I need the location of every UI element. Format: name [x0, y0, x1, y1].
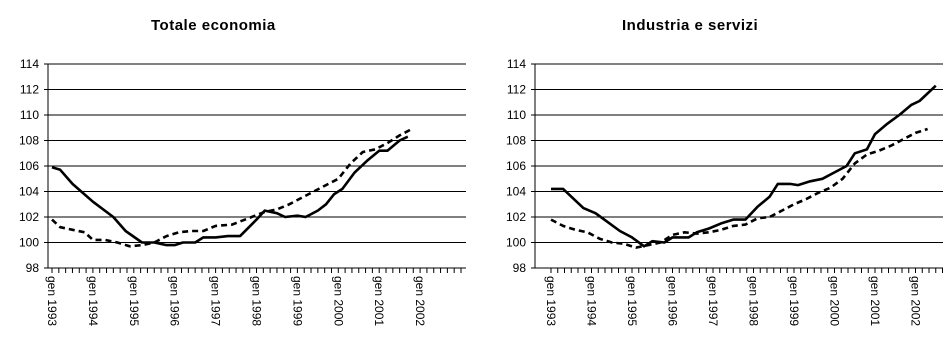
- x-tick-label: gen 1997: [706, 276, 720, 326]
- x-tick-label: gen 1996: [168, 276, 182, 326]
- x-tick-label: gen 2001: [372, 276, 386, 326]
- y-tick-label: 104: [19, 185, 39, 199]
- chart-title: Totale economia: [151, 17, 276, 34]
- chart-industria-e-servizi: Industria e servizi 98 100 102 104 106 108 110…: [472, 0, 943, 346]
- y-tick-label: 112: [20, 83, 39, 97]
- y-tick-label: 98: [513, 261, 527, 275]
- y-tick-label: 98: [26, 261, 40, 275]
- chart-plot: 98 100 102 104 106 108 110 112 114 gen 1993 gen 19…: [506, 57, 943, 326]
- y-tick-label: 114: [20, 57, 39, 71]
- x-tick-label: gen 1995: [625, 276, 639, 326]
- y-tick-label: 104: [506, 185, 526, 199]
- x-tick-label: gen 1999: [787, 276, 801, 326]
- x-tick-label: gen 2000: [828, 276, 842, 326]
- x-tick-label: gen 1998: [250, 276, 264, 326]
- chart-title: Industria e servizi: [622, 17, 759, 34]
- x-tick-label: gen 1997: [209, 276, 223, 326]
- x-tick-label: gen 1993: [45, 276, 59, 326]
- y-tick-label: 100: [19, 236, 39, 250]
- series-line-solid: [551, 84, 937, 248]
- y-tick-label: 112: [507, 83, 526, 97]
- series-line-dashed: [550, 127, 928, 249]
- y-tick-label: 110: [507, 108, 526, 122]
- x-tick-label: gen 2000: [331, 276, 345, 326]
- chart-totale-economia: Totale economia 98 100 102 104 106 108 110 112 1…: [0, 0, 470, 346]
- y-tick-label: 102: [19, 210, 39, 224]
- y-tick-label: 114: [507, 57, 526, 71]
- x-tick-label: gen 1995: [127, 276, 141, 326]
- x-tick-label: gen 2001: [868, 276, 882, 326]
- x-tick-label: gen 1996: [666, 276, 680, 326]
- y-tick-label: 108: [19, 134, 39, 148]
- x-tick-label: gen 1994: [585, 276, 599, 326]
- y-tick-label: 108: [506, 134, 526, 148]
- series-line-dashed: [51, 127, 413, 248]
- chart-plot: 98 100 102 104 106 108 110 112 114 gen 1993 gen 19…: [19, 57, 466, 326]
- y-tick-label: 106: [19, 159, 39, 173]
- y-tick-label: 100: [506, 236, 526, 250]
- series-line-solid: [51, 135, 409, 247]
- x-tick-label: gen 2002: [909, 276, 923, 326]
- x-tick-label: gen 1993: [544, 276, 558, 326]
- y-tick-label: 106: [506, 159, 526, 173]
- y-tick-label: 102: [506, 210, 526, 224]
- x-tick-label: gen 2002: [413, 276, 427, 326]
- x-tick-label: gen 1998: [747, 276, 761, 326]
- y-tick-label: 110: [20, 108, 39, 122]
- x-tick-label: gen 1994: [86, 276, 100, 326]
- x-tick-label: gen 1999: [290, 276, 304, 326]
